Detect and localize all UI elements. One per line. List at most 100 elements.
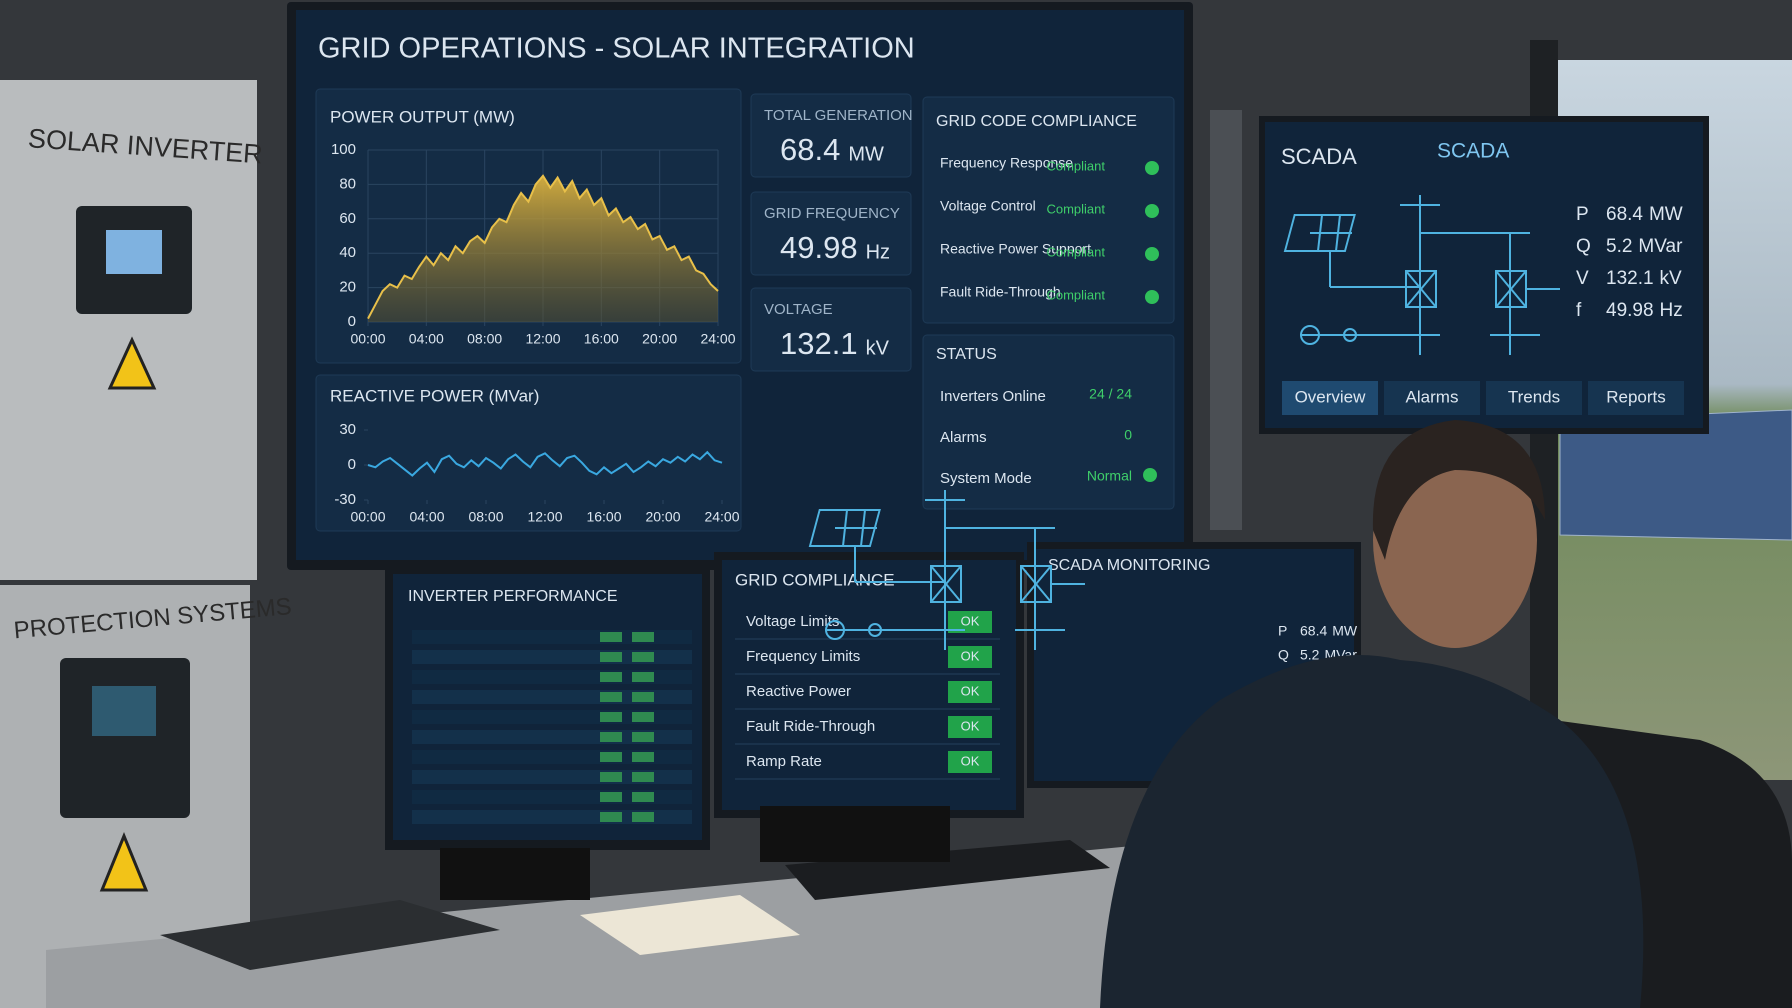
- compliance-label: Voltage Control: [940, 198, 1036, 214]
- row-cell: [632, 652, 654, 662]
- scada-screen: [1265, 122, 1703, 428]
- compliance-status: Compliant: [1046, 244, 1105, 259]
- kpi-card: [750, 93, 912, 178]
- status-label: Alarms: [940, 429, 987, 446]
- status-value: 24 / 24: [1089, 386, 1132, 402]
- tab-label[interactable]: Overview: [1295, 387, 1367, 406]
- compliance-label: Frequency Limits: [746, 648, 860, 665]
- x-tick-label: 00:00: [350, 509, 385, 525]
- status-value: Normal: [1087, 468, 1132, 484]
- row-cell: [632, 672, 654, 682]
- y-tick-label: 40: [339, 244, 356, 261]
- x-tick-label: 08:00: [467, 331, 502, 347]
- tab[interactable]: [1486, 381, 1582, 415]
- ok-label: OK: [961, 648, 980, 663]
- tab[interactable]: [1282, 381, 1378, 415]
- main-content: POWER OUTPUT (MW) 0 20 40 60 80 100 00:00 04:00 0…: [330, 93, 1159, 525]
- y-tick-label: 100: [331, 141, 356, 158]
- x-tick-label: 20:00: [642, 331, 677, 347]
- pillar: [1210, 110, 1242, 530]
- compliance-title: GRID COMPLIANCE: [735, 570, 895, 589]
- panel-title: GRID CODE COMPLIANCE: [936, 113, 1137, 130]
- x-tick-label: 04:00: [409, 509, 444, 525]
- reading-value: 5.2: [1300, 647, 1320, 663]
- ok-badge: [948, 611, 992, 633]
- cabinet: [0, 80, 257, 580]
- scada-subtitle: SCADA: [1437, 140, 1509, 163]
- row-cell: [632, 632, 654, 642]
- compliance-label: Reactive Power: [746, 683, 851, 700]
- line: [367, 174, 719, 320]
- kpi-label: VOLTAGE: [764, 301, 833, 318]
- row-cell: [632, 752, 654, 762]
- dashboard-title: GRID OPERATIONS - SOLAR INTEGRATION: [318, 33, 915, 65]
- x-tick-label: 04:00: [409, 331, 444, 347]
- warning-sign: [99, 832, 149, 892]
- row-cell: [600, 732, 622, 742]
- ok-badge: [948, 681, 992, 703]
- ok-label: OK: [961, 683, 980, 698]
- status-label: Inverters Online: [940, 388, 1046, 405]
- status-dot: [1145, 247, 1159, 261]
- tab[interactable]: [1384, 381, 1480, 415]
- row-cell: [600, 772, 622, 782]
- status-dot: [1145, 290, 1159, 304]
- reading-label: Q: [1576, 236, 1591, 257]
- operator-body: [1100, 655, 1644, 1008]
- tab-label[interactable]: Alarms: [1406, 387, 1459, 406]
- kpi-unit: kV: [866, 337, 890, 359]
- reading-label: P: [1576, 204, 1589, 225]
- laptop: [160, 900, 500, 970]
- x-tick-label: 24:00: [704, 509, 739, 525]
- panel: [922, 334, 1175, 510]
- reading-label: P: [1278, 623, 1287, 639]
- row-cell: [600, 792, 622, 802]
- scada-content: P 68.4 MW Q 5.2 MVar V 132.1 kV f 49.98 Hz Overview A…: [1282, 204, 1684, 415]
- tab-label[interactable]: Reports: [1606, 387, 1666, 406]
- compliance-label: Voltage Limits: [746, 613, 839, 630]
- keyboard: [785, 840, 1110, 900]
- area-fill: [368, 175, 718, 322]
- x-tick-label: 24:00: [700, 331, 735, 347]
- monitor-stand: [760, 806, 950, 862]
- reading-value: 49.98: [1606, 300, 1654, 321]
- compliance-status: Compliant: [1046, 201, 1105, 216]
- y-tick-label: 20: [339, 279, 356, 296]
- compliance-content: Voltage Limits OK Frequency Limits OK Reacti…: [735, 611, 1000, 780]
- x-tick-label: 16:00: [584, 331, 619, 347]
- row-cell: [632, 812, 654, 822]
- y-tick-label: 60: [339, 210, 356, 227]
- compliance-status: Compliant: [1046, 287, 1105, 302]
- kpi-label: TOTAL GENERATION: [764, 107, 913, 124]
- panel-title: STATUS: [936, 346, 997, 363]
- tab[interactable]: [1588, 381, 1684, 415]
- status-dot: [1145, 204, 1159, 218]
- notebook: [580, 895, 800, 955]
- reading-value: 5.2: [1606, 236, 1632, 257]
- ok-label: OK: [961, 718, 980, 733]
- tab-label[interactable]: Trends: [1508, 387, 1560, 406]
- inverter-table: [412, 630, 692, 824]
- scada-title: SCADA: [1281, 144, 1357, 169]
- ok-label: OK: [961, 613, 980, 628]
- compliance-label: Fault Ride-Through: [746, 718, 875, 735]
- row-cell: [632, 712, 654, 722]
- row-cell: [600, 652, 622, 662]
- y-tick-label: 30: [339, 421, 356, 438]
- reading-value: 68.4: [1606, 204, 1643, 225]
- reading-label: V: [1576, 268, 1589, 289]
- status-dot: [1145, 161, 1159, 175]
- compliance-label: Fault Ride-Through: [940, 284, 1061, 300]
- panel: [315, 374, 742, 532]
- y-tick-label: 0: [348, 456, 356, 473]
- status-label: System Mode: [940, 470, 1032, 487]
- kpi-card: [750, 191, 912, 276]
- operator-hair: [1372, 420, 1545, 560]
- line: [367, 450, 723, 477]
- kpi-value: 49.98: [780, 230, 858, 265]
- reading-unit: MW: [1332, 623, 1358, 639]
- row-cell: [600, 632, 622, 642]
- reading-unit: MW: [1649, 204, 1683, 225]
- row-cell: [632, 772, 654, 782]
